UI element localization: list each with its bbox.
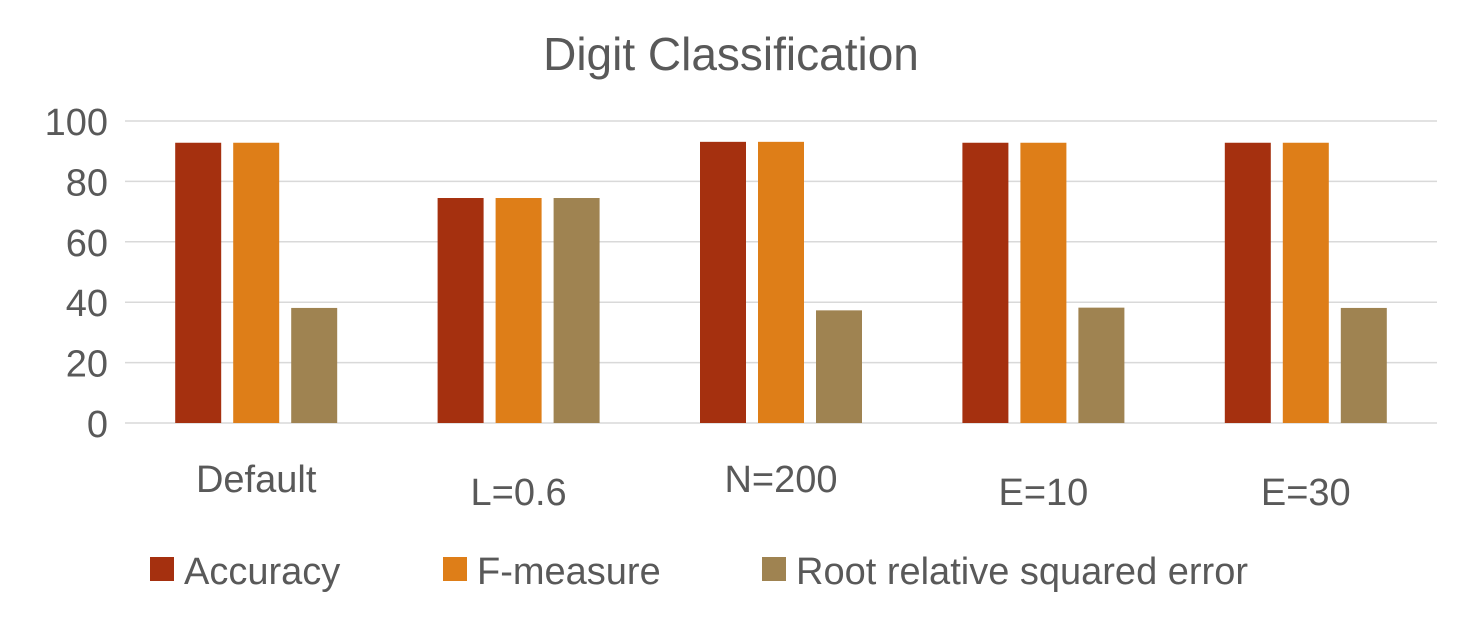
bar-f-measure bbox=[1020, 142, 1067, 423]
x-category-label: L=0.6 bbox=[471, 472, 567, 514]
y-tick-label: 40 bbox=[66, 283, 108, 325]
x-axis-category-labels: Default L=0.6 N=200 E=10 E=30 bbox=[196, 459, 1351, 514]
y-tick-label: 60 bbox=[66, 223, 108, 265]
bar-rrse bbox=[553, 198, 600, 423]
y-axis-tick-labels: 0 20 40 60 80 100 bbox=[45, 102, 108, 446]
bar-rrse bbox=[291, 307, 338, 423]
legend-label: F-measure bbox=[477, 551, 661, 593]
bar-accuracy bbox=[437, 198, 484, 423]
bar-accuracy bbox=[700, 141, 746, 423]
legend-swatch bbox=[150, 557, 174, 581]
bar-accuracy bbox=[1224, 142, 1271, 423]
chart-title: Digit Classification bbox=[543, 28, 919, 80]
bar-f-measure bbox=[233, 142, 280, 423]
bar-rrse bbox=[816, 310, 862, 423]
y-tick-label: 20 bbox=[66, 344, 108, 386]
bar-f-measure bbox=[1282, 142, 1329, 423]
legend-swatch bbox=[762, 557, 786, 581]
y-tick-label: 80 bbox=[66, 162, 108, 204]
legend-label: Accuracy bbox=[184, 551, 340, 593]
x-category-label: Default bbox=[196, 459, 317, 501]
bar-f-measure bbox=[758, 141, 804, 423]
x-category-label: N=200 bbox=[724, 459, 837, 501]
bar-rrse bbox=[1078, 307, 1125, 423]
x-category-label: E=10 bbox=[998, 472, 1088, 514]
x-category-label: E=30 bbox=[1261, 472, 1351, 514]
bar-accuracy bbox=[962, 142, 1009, 423]
legend-swatch bbox=[443, 557, 467, 581]
bars bbox=[175, 141, 1387, 423]
y-tick-label: 0 bbox=[87, 404, 108, 446]
legend: Accuracy F-measure Root relative squared e… bbox=[150, 551, 1248, 593]
y-tick-label: 100 bbox=[45, 102, 108, 144]
legend-label: Root relative squared error bbox=[796, 551, 1248, 593]
bar-rrse bbox=[1340, 307, 1387, 423]
bar-accuracy bbox=[175, 142, 222, 423]
bar-f-measure bbox=[495, 198, 542, 423]
